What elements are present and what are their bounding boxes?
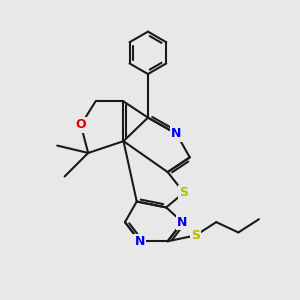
Text: O: O (76, 118, 86, 131)
Text: N: N (134, 235, 145, 248)
Text: N: N (171, 127, 182, 140)
Text: S: S (191, 229, 200, 242)
Text: N: N (177, 216, 188, 229)
Text: S: S (179, 186, 188, 199)
